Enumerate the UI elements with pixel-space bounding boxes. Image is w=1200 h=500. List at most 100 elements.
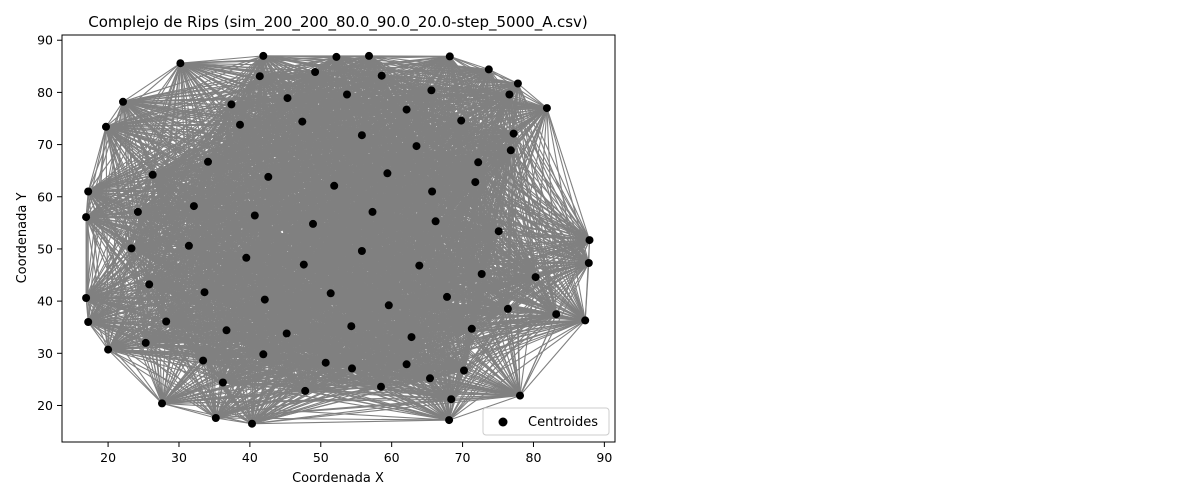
rips-edge [85,103,232,218]
rips-edge [305,390,450,421]
centroid-point [431,217,440,226]
rips-edge [231,71,316,105]
rips-edge [463,313,557,371]
rips-edge [498,230,537,278]
rips-edge [325,362,465,372]
rips-edge [131,247,472,330]
centroid-point [264,172,273,181]
rips-edge [207,134,362,163]
rips-edge [85,174,153,218]
rips-edge [207,145,417,163]
rips-edge [517,83,591,241]
centroid-point [141,338,150,347]
rips-edge [513,133,557,315]
rips-edge [122,71,316,103]
rips-edge [431,191,557,315]
centroid-point [218,378,227,387]
rips-edge [330,292,448,298]
rips-edge [107,248,133,350]
rips-edge [188,230,499,247]
rips-edge [259,56,337,77]
rips-edge [302,121,511,151]
centroid-point [412,142,421,151]
rips-edge [130,248,147,343]
rips-edge [85,297,89,323]
rips-edge [188,181,476,247]
centroid-point [343,90,351,99]
rips-edge [145,342,224,383]
y-tick-label: 40 [37,294,53,309]
rips-edge [145,321,167,344]
rips-edge [387,172,433,193]
rips-edge [222,381,450,421]
centroid-point [445,52,454,61]
rips-edge [148,284,167,322]
rips-edge [166,292,331,323]
centroid-point [200,288,209,297]
centroid-point [377,71,386,80]
rips-edge [351,313,557,327]
rips-edge [122,62,181,103]
rips-edge [131,205,195,249]
rips-edge [535,276,586,321]
centroid-point [259,350,268,359]
rips-edge [463,308,509,371]
centroid-point [227,100,236,109]
rips-edge [368,55,450,57]
rips-edge [231,103,407,111]
rips-edge [246,250,362,259]
rips-edge [556,313,586,321]
rips-edge [406,363,465,372]
rips-edge [351,325,472,330]
rips-edge [145,342,253,425]
rips-edge [145,292,331,344]
rips-edge [202,265,420,362]
rips-edge [145,284,150,343]
edges-layer [85,55,591,425]
rips-edge [380,328,473,388]
rips-edge [188,220,436,247]
legend-marker [498,417,508,427]
rips-edge [145,245,190,344]
centroid-point [368,207,377,216]
centroid-point [311,68,320,76]
rips-edge [222,382,253,425]
rips-edge [137,211,147,343]
rips-edge [406,313,557,365]
centroid-point [467,324,476,333]
rips-edge [202,329,227,361]
rips-edge [381,75,432,91]
rips-edge [264,250,363,301]
rips-edge [305,369,465,392]
rips-edge [361,133,514,136]
rips-edge [381,75,514,135]
rips-edge [145,328,472,344]
rips-edge [254,214,436,222]
centroid-point [82,294,91,302]
centroid-point [299,260,308,269]
rips-edge [519,262,590,396]
rips-edge [148,245,190,285]
rips-edge [87,321,109,350]
rips-edge [226,329,465,372]
rips-edge [315,71,382,77]
centroid-point [377,382,385,391]
rips-edge [513,133,586,321]
centroid-point [365,51,373,60]
centroid-point [326,289,335,298]
rips-edge [286,332,412,338]
rips-edge [263,325,352,355]
rips-edge [461,120,514,135]
rips-edge [166,296,448,323]
rips-edge [498,230,586,321]
rips-edge [302,121,514,135]
rips-edge [207,121,303,163]
rips-edge [346,93,511,151]
rips-edge [507,308,557,315]
rips-edge [85,75,261,218]
y-tick-label: 70 [37,137,53,152]
rips-edge [149,276,536,285]
rips-edge [350,325,382,387]
centroid-point [348,364,356,373]
